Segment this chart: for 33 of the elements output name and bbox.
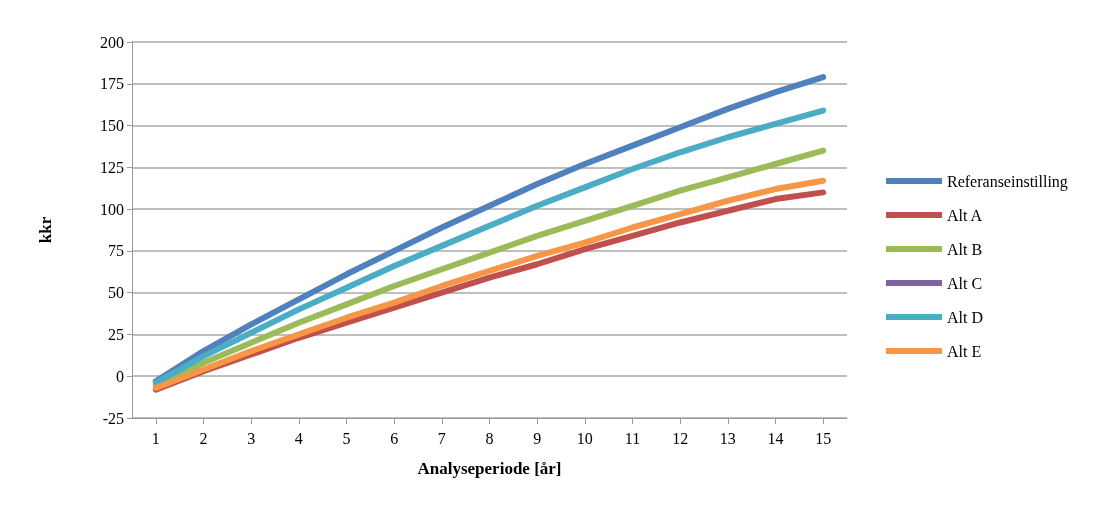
legend-label: Alt B <box>947 240 983 258</box>
x-tick-label: 7 <box>437 429 446 447</box>
x-tick-label: 10 <box>576 429 593 447</box>
x-tick-label: 13 <box>719 429 736 447</box>
legend-label: Referanseinstilling <box>947 172 1068 191</box>
x-tick-label: 4 <box>294 429 303 447</box>
x-tick-label: 12 <box>672 429 689 447</box>
y-tick-label: 25 <box>108 325 124 343</box>
legend-label: Alt A <box>947 206 983 224</box>
legend-label: Alt C <box>947 274 983 292</box>
x-tick-label: 14 <box>767 429 784 447</box>
x-tick-label: 1 <box>151 429 160 447</box>
x-tick-label: 11 <box>624 429 641 447</box>
y-tick-label: 150 <box>100 117 124 135</box>
legend-label: Alt E <box>947 342 982 360</box>
x-axis-title: Analyseperiode [år] <box>417 459 562 478</box>
legend-label: Alt D <box>947 308 983 326</box>
y-tick-label: 125 <box>100 158 124 176</box>
x-tick-label: 5 <box>342 429 351 447</box>
y-tick-label: -25 <box>102 409 124 427</box>
x-tick-label: 9 <box>533 429 542 447</box>
y-tick-label: 0 <box>116 367 124 385</box>
y-tick-label: 50 <box>108 284 124 302</box>
y-tick-label: 75 <box>108 242 124 260</box>
y-tick-label: 100 <box>100 200 124 218</box>
x-tick-label: 15 <box>815 429 832 447</box>
x-tick-label: 3 <box>247 429 256 447</box>
x-tick-label: 2 <box>199 429 208 447</box>
x-tick-label: 6 <box>390 429 399 447</box>
y-tick-label: 200 <box>100 33 124 51</box>
x-tick-label: 8 <box>485 429 494 447</box>
y-axis-title: kkr <box>36 216 55 244</box>
y-tick-label: 175 <box>100 75 124 93</box>
